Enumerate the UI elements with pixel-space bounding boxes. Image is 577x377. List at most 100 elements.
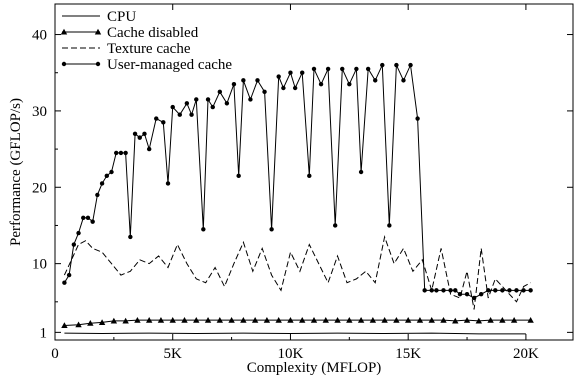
data-point <box>61 322 68 329</box>
data-point <box>216 316 224 323</box>
legend-marker <box>94 28 102 35</box>
data-point <box>318 81 324 87</box>
data-point <box>463 316 471 323</box>
data-point <box>332 223 338 228</box>
data-point <box>240 316 247 323</box>
data-point <box>288 70 293 75</box>
data-point <box>507 288 512 293</box>
data-point <box>527 316 534 323</box>
data-point <box>416 316 424 323</box>
data-point <box>66 272 72 278</box>
data-point <box>201 227 206 232</box>
plot-frame <box>54 3 574 341</box>
data-point <box>354 66 359 72</box>
data-point <box>181 316 188 323</box>
legend-item: User-managed cache <box>61 57 232 73</box>
data-point <box>123 150 128 156</box>
data-point <box>275 316 282 323</box>
data-point <box>281 85 286 91</box>
legend-marker <box>60 28 68 35</box>
data-point <box>322 316 329 323</box>
data-point <box>62 280 67 285</box>
data-point <box>486 288 491 293</box>
data-point <box>134 316 141 323</box>
data-point <box>452 317 459 324</box>
data-point <box>380 62 385 68</box>
data-point <box>184 101 190 106</box>
data-point <box>487 316 494 323</box>
x-axis: 0 5K 10K 15K 20K <box>51 4 539 362</box>
data-point <box>118 150 124 156</box>
data-point <box>146 146 152 152</box>
data-point <box>262 89 267 95</box>
data-point <box>109 169 114 175</box>
data-point <box>87 320 94 326</box>
data-point <box>422 288 427 293</box>
data-point <box>457 291 463 297</box>
data-point <box>310 316 318 323</box>
data-point <box>71 242 77 247</box>
data-point <box>475 317 483 324</box>
data-point <box>464 291 470 297</box>
data-point <box>510 316 518 323</box>
data-point <box>448 288 453 293</box>
data-point <box>210 104 215 110</box>
data-point <box>307 173 312 179</box>
data-point <box>276 74 281 79</box>
data-point <box>299 316 306 323</box>
data-point <box>365 66 371 72</box>
data-point <box>255 78 260 83</box>
data-point <box>145 316 153 323</box>
data-point <box>408 62 413 68</box>
data-point <box>393 316 400 323</box>
data-point <box>236 173 241 179</box>
data-point <box>514 288 519 293</box>
data-point <box>357 316 365 323</box>
data-point <box>346 316 353 323</box>
data-point <box>404 316 412 323</box>
data-point <box>434 288 439 293</box>
x-tick-label: 0 <box>51 346 59 362</box>
data-point <box>193 316 200 323</box>
data-point <box>441 288 446 293</box>
data-point <box>387 223 392 228</box>
data-point <box>165 181 171 186</box>
data-point <box>251 316 259 323</box>
data-point <box>110 317 118 324</box>
x-tick-label: 20K <box>513 346 539 362</box>
data-point <box>358 169 364 175</box>
data-point <box>325 66 331 72</box>
data-point <box>231 81 237 87</box>
y-axis: 1 10 20 30 40 <box>32 28 573 341</box>
data-point <box>334 316 341 323</box>
legend-label: CPU <box>107 9 136 25</box>
data-point <box>248 97 253 102</box>
legend-label: Cache disabled <box>107 25 199 41</box>
y-tick-label: 1 <box>40 325 48 341</box>
data-point <box>311 66 317 72</box>
data-point <box>99 181 105 186</box>
data-point <box>369 316 377 323</box>
data-point <box>90 219 95 224</box>
data-point <box>394 62 399 68</box>
y-tick-label: 30 <box>32 104 47 120</box>
data-point <box>493 288 498 293</box>
series-cache-disabled <box>61 316 534 329</box>
data-point <box>169 316 176 323</box>
legend-item: Cache disabled <box>60 25 199 41</box>
data-point <box>161 120 166 125</box>
data-point <box>114 150 119 156</box>
legend-item: CPU <box>62 9 136 25</box>
data-point <box>300 70 305 75</box>
x-axis-title: Complexity (MFLOP) <box>247 360 382 376</box>
legend-item: Texture cache <box>62 41 191 57</box>
data-point <box>347 81 352 87</box>
data-point <box>85 215 91 221</box>
x-tick-label: 5K <box>164 346 183 362</box>
data-point <box>440 316 447 323</box>
data-point <box>401 78 406 83</box>
data-point <box>429 288 434 293</box>
data-point <box>292 85 298 91</box>
